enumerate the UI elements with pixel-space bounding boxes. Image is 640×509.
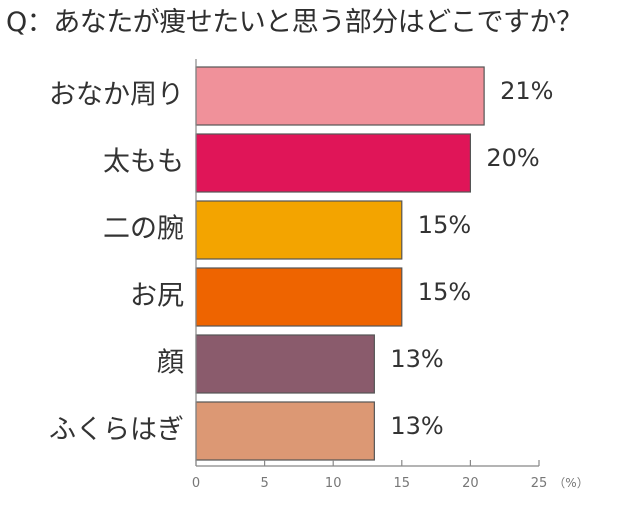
category-label: ふくらはぎ	[49, 415, 184, 446]
value-label: 13%	[390, 345, 443, 373]
value-label: 21%	[500, 77, 553, 105]
bar	[195, 401, 375, 461]
bar	[195, 267, 403, 327]
value-label: 13%	[390, 412, 443, 440]
category-label: 太もも	[103, 147, 184, 178]
bar	[195, 133, 471, 193]
value-label: 15%	[418, 211, 471, 239]
x-unit-label: （%）	[553, 476, 588, 490]
category-label: おなか周り	[49, 80, 184, 111]
chart-title: Q：あなたが痩せたいと思う部分はどこですか？	[6, 7, 583, 38]
x-tick-label: 20	[462, 476, 479, 491]
bar	[195, 200, 403, 260]
bar	[195, 334, 375, 394]
category-label: お尻	[130, 281, 184, 312]
x-tick-label: 15	[394, 476, 411, 491]
category-label: 二の腕	[103, 214, 184, 245]
value-label: 20%	[486, 144, 539, 172]
x-tick-label: 5	[260, 476, 268, 491]
value-label: 15%	[418, 278, 471, 306]
bar	[195, 66, 485, 126]
x-tick-label: 10	[325, 476, 342, 491]
x-tick-label: 25	[531, 476, 548, 491]
category-label: 顔	[157, 348, 184, 379]
x-tick-label: 0	[192, 476, 200, 491]
